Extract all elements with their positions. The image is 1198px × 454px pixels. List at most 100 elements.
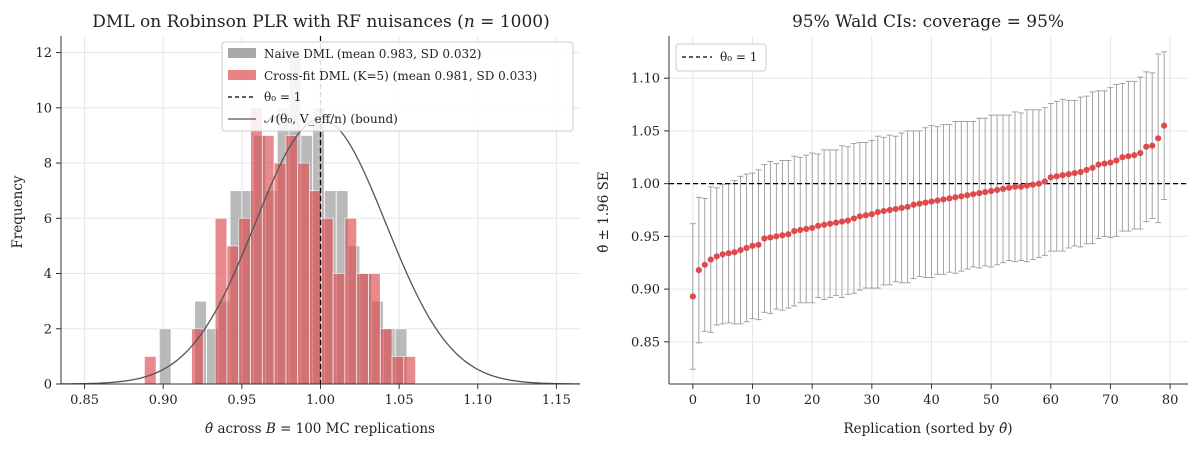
ci-point bbox=[868, 211, 875, 218]
ci-point bbox=[994, 186, 1001, 194]
bar-crossfit bbox=[273, 162, 287, 385]
legend-label-crossfit: Cross-fit DML (K=5) (mean 0.981, SD 0.03… bbox=[264, 69, 537, 83]
ci-x-label: Replication (sorted by θ̂) bbox=[843, 421, 1012, 437]
x-tick-label: 80 bbox=[1162, 393, 1179, 408]
ci-point bbox=[826, 220, 834, 227]
ci-point bbox=[1029, 181, 1036, 188]
ci-point bbox=[1131, 152, 1138, 159]
ci-point bbox=[850, 215, 858, 222]
ci-point bbox=[701, 261, 708, 268]
ci-point bbox=[1059, 172, 1066, 179]
ci-point bbox=[1107, 159, 1114, 166]
ci-axes-spines bbox=[668, 36, 1188, 385]
ci-point bbox=[1089, 164, 1096, 171]
x-tick-label: 50 bbox=[983, 393, 1000, 408]
ci-point bbox=[761, 235, 768, 242]
bar-crossfit bbox=[309, 190, 322, 385]
ci-point bbox=[928, 198, 935, 205]
bar-crossfit bbox=[379, 328, 393, 385]
bar-crossfit bbox=[261, 135, 275, 385]
y-tick-label: 4 bbox=[44, 267, 52, 282]
ci-point bbox=[880, 207, 887, 215]
y-tick-label: 6 bbox=[44, 212, 52, 227]
histogram-title: DML on Robinson PLR with RF nuisances (n… bbox=[92, 12, 549, 32]
ci-y-label: θ̂ ± 1.96 SE bbox=[596, 171, 612, 252]
ci-point bbox=[970, 191, 977, 198]
y-tick-label: 0 bbox=[44, 378, 52, 393]
ci-point bbox=[1119, 154, 1126, 161]
y-tick-label: 0.85 bbox=[631, 335, 660, 350]
y-tick-label: 10 bbox=[35, 101, 52, 116]
histogram-x-label: θ̂ across B = 100 MC replications bbox=[205, 421, 435, 437]
ci-point bbox=[725, 250, 732, 257]
ci-point bbox=[1053, 173, 1060, 180]
ci-point bbox=[755, 241, 762, 248]
ci-point bbox=[1065, 171, 1072, 178]
ci-point bbox=[1149, 142, 1156, 149]
ci-point bbox=[1023, 182, 1031, 189]
ci-legend: θ₀ = 1 bbox=[675, 43, 767, 72]
ci-point bbox=[713, 253, 720, 260]
ci-point bbox=[1137, 149, 1144, 157]
x-tick-label: 20 bbox=[804, 393, 821, 408]
ci-title: 95% Wald CIs: coverage = 95% bbox=[792, 12, 1064, 32]
bar-crossfit bbox=[332, 273, 346, 385]
ci-point bbox=[898, 204, 905, 211]
x-tick-label: 40 bbox=[923, 393, 940, 408]
bar-crossfit bbox=[391, 355, 405, 385]
ci-point bbox=[862, 212, 869, 219]
ci-point bbox=[1125, 153, 1132, 160]
ci-point bbox=[1035, 180, 1042, 187]
ci-panel: 0 10 20 30 40 50 60 70 80 0.85 0.90 0.95 1.00 1.05 1.… bbox=[596, 12, 1188, 437]
y-tick-label: 1.00 bbox=[631, 177, 660, 192]
ci-point bbox=[743, 244, 750, 252]
ci-point bbox=[856, 213, 863, 220]
ci-point bbox=[1083, 166, 1090, 174]
x-tick-label: 0.90 bbox=[149, 393, 178, 408]
y-tick-label: 1.05 bbox=[631, 124, 660, 139]
ci-point bbox=[689, 293, 696, 300]
ci-point bbox=[803, 225, 810, 233]
histogram-y-ticks: 0 2 4 6 8 10 12 bbox=[35, 46, 61, 393]
ci-point bbox=[832, 219, 840, 226]
ci-point bbox=[910, 201, 917, 208]
ci-point bbox=[821, 221, 828, 228]
ci-point bbox=[737, 246, 744, 254]
y-tick-label: 1.10 bbox=[631, 72, 660, 87]
x-tick-label: 1.10 bbox=[463, 393, 492, 408]
x-tick-label: 10 bbox=[744, 393, 761, 408]
ci-point bbox=[815, 222, 822, 229]
ci-point bbox=[982, 188, 989, 196]
ci-point bbox=[1071, 169, 1078, 177]
ci-point bbox=[707, 256, 714, 263]
bar-crossfit bbox=[368, 273, 381, 385]
ci-point bbox=[922, 199, 929, 206]
ci-point bbox=[874, 209, 881, 216]
ci-y-ticks: 0.85 0.90 0.95 1.00 1.05 1.10 bbox=[631, 72, 669, 350]
ci-point bbox=[946, 195, 953, 202]
ci-point bbox=[844, 217, 852, 224]
y-tick-label: 2 bbox=[44, 322, 52, 337]
y-tick-label: 12 bbox=[35, 46, 52, 61]
ci-point bbox=[1155, 135, 1162, 142]
ci-point bbox=[731, 249, 738, 256]
ci-estimates bbox=[689, 122, 1168, 300]
ci-point bbox=[1005, 184, 1013, 191]
x-tick-label: 0 bbox=[689, 393, 697, 408]
histogram-legend: Naive DML (mean 0.983, SD 0.032) Cross-f… bbox=[221, 41, 574, 132]
legend-frame bbox=[221, 41, 574, 132]
bar-crossfit bbox=[238, 217, 251, 385]
ci-point bbox=[1101, 160, 1108, 167]
ci-point bbox=[964, 192, 971, 199]
bar-crossfit bbox=[356, 273, 369, 385]
bar-crossfit bbox=[143, 355, 157, 385]
ci-point bbox=[999, 185, 1007, 193]
legend-label-theta0: θ₀ = 1 bbox=[264, 90, 301, 104]
ci-point bbox=[779, 232, 786, 239]
ci-point bbox=[719, 251, 726, 258]
y-tick-label: 0.95 bbox=[631, 230, 660, 245]
ci-point bbox=[934, 197, 941, 204]
ci-point bbox=[958, 193, 965, 200]
histogram-panel: 0.85 0.90 0.95 1.00 1.05 1.10 1.15 0 2 4 6 8 10 12 D… bbox=[10, 12, 581, 437]
